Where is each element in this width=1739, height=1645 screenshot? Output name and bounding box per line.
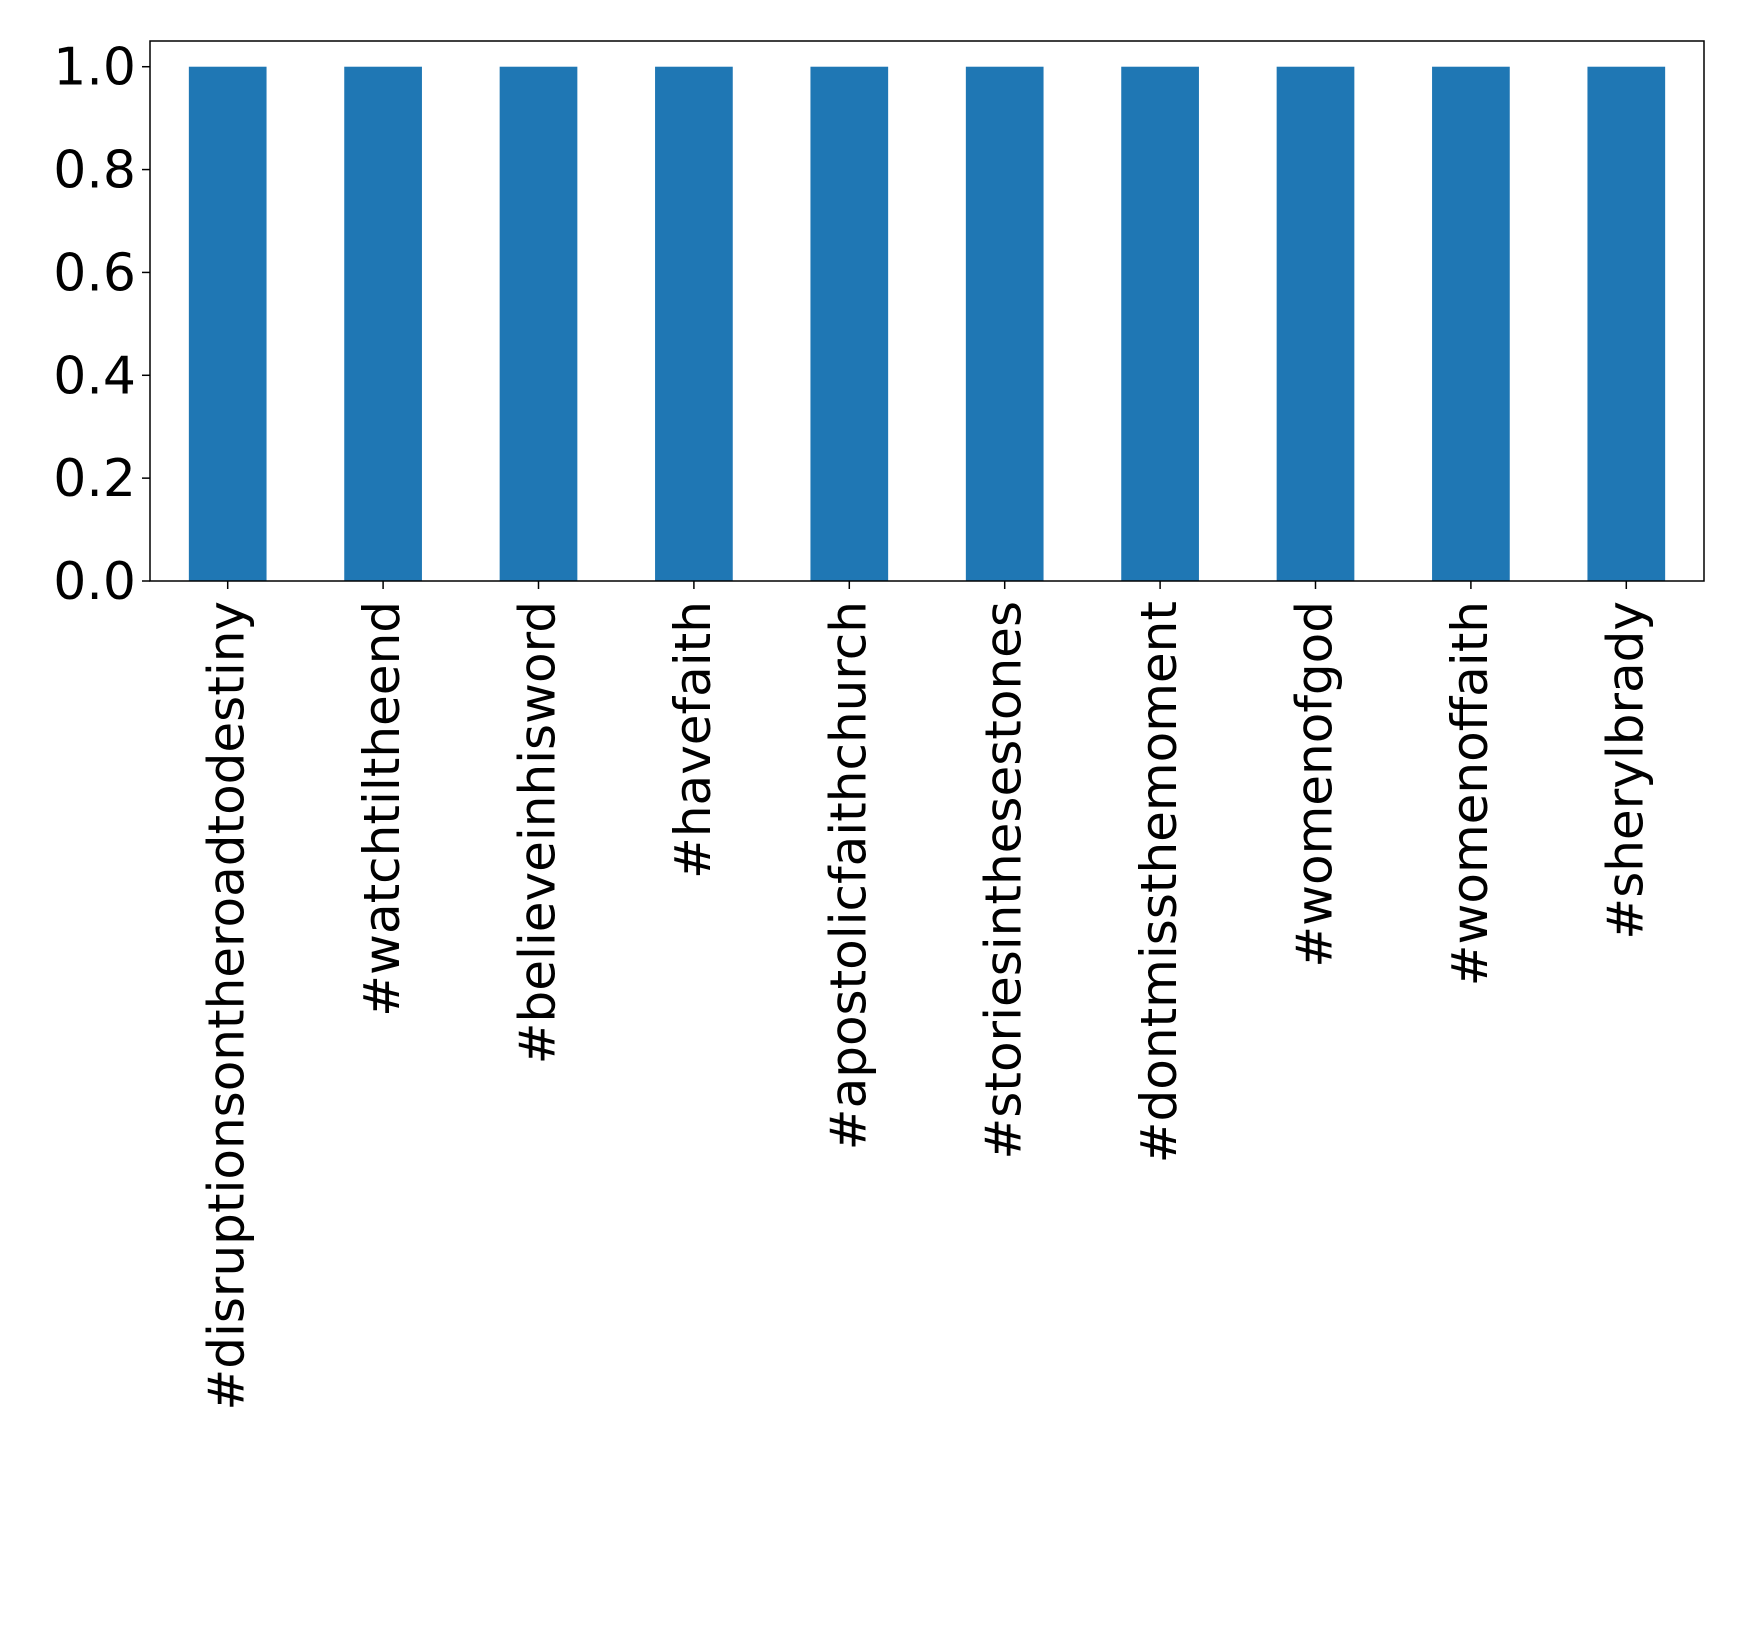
x-tick-label: #sherylbrady xyxy=(1596,601,1654,940)
bar-womenoffaith xyxy=(1432,66,1510,581)
x-axis: #disruptionsontheroadtodestiny #watchtilt… xyxy=(198,581,1654,1411)
y-tick-label: 0.0 xyxy=(53,552,136,612)
bar-apostolicfaithchurch xyxy=(810,66,889,581)
x-tick-label: #storiesinthesestones xyxy=(975,601,1033,1160)
x-tick-label: #womenofgod xyxy=(1286,601,1344,968)
bars-layer xyxy=(188,66,1666,581)
y-tick-label: 0.4 xyxy=(53,346,136,406)
y-axis: 0.0 0.2 0.4 0.6 0.8 1.0 xyxy=(53,38,150,612)
bar-watchtiltheend xyxy=(344,66,422,581)
bar-womenofgod xyxy=(1276,66,1355,581)
x-tick-label: #dontmissthemoment xyxy=(1130,601,1188,1163)
x-tick-label: #apostolicfaithchurch xyxy=(819,601,877,1150)
bar-havefaith xyxy=(655,66,733,581)
y-tick-label: 1.0 xyxy=(53,38,136,98)
x-tick-label: #havefaith xyxy=(664,601,722,879)
x-tick-label: #believeinhisword xyxy=(509,601,567,1064)
bar-dontmissthemoment xyxy=(1121,66,1199,581)
x-tick-label: #watchtiltheend xyxy=(353,601,411,1017)
x-tick-label: #womenoffaith xyxy=(1441,601,1499,986)
y-tick-label: 0.8 xyxy=(53,141,136,201)
bar-disruptionsontheroadtodestiny xyxy=(188,66,267,581)
y-tick-label: 0.2 xyxy=(53,449,136,509)
plot-area-frame xyxy=(149,40,1705,582)
bar-storiesinthesestones xyxy=(965,66,1044,581)
bar-believeinhisword xyxy=(499,66,578,581)
bar-sherylbrady xyxy=(1587,66,1666,581)
x-tick-label: #disruptionsontheroadtodestiny xyxy=(198,601,256,1411)
y-tick-label: 0.6 xyxy=(53,243,136,303)
